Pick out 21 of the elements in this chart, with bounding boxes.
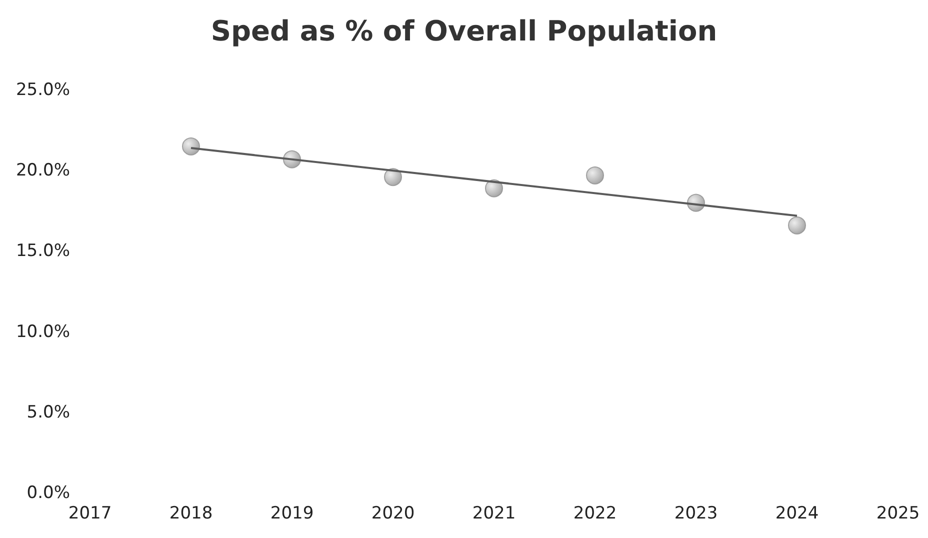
y-tick-label: 20.0% <box>16 160 70 181</box>
point <box>485 179 503 198</box>
x-tick-label: 2022 <box>573 504 617 524</box>
x-tick-label: 2018 <box>169 504 213 524</box>
y-tick-label: 0.0% <box>26 483 70 503</box>
x-tick-label: 2025 <box>876 504 920 524</box>
point <box>182 137 200 156</box>
point <box>384 168 402 186</box>
x-tick-label: 2023 <box>674 504 718 524</box>
y-tick-label: 10.0% <box>16 322 70 342</box>
y-tick-label: 25.0% <box>16 80 70 100</box>
point <box>586 166 604 184</box>
x-tick-label: 2021 <box>472 504 516 524</box>
x-tick-label: 2020 <box>371 504 415 524</box>
y-tick-label: 5.0% <box>26 402 70 422</box>
point <box>788 216 806 234</box>
x-tick-label: 2017 <box>68 504 112 524</box>
chart-title: Sped as % of Overall Population <box>210 14 718 48</box>
y-tick-label: 15.0% <box>16 241 70 262</box>
x-tick-label: 2019 <box>270 504 314 524</box>
x-tick-label: 2024 <box>775 504 819 524</box>
